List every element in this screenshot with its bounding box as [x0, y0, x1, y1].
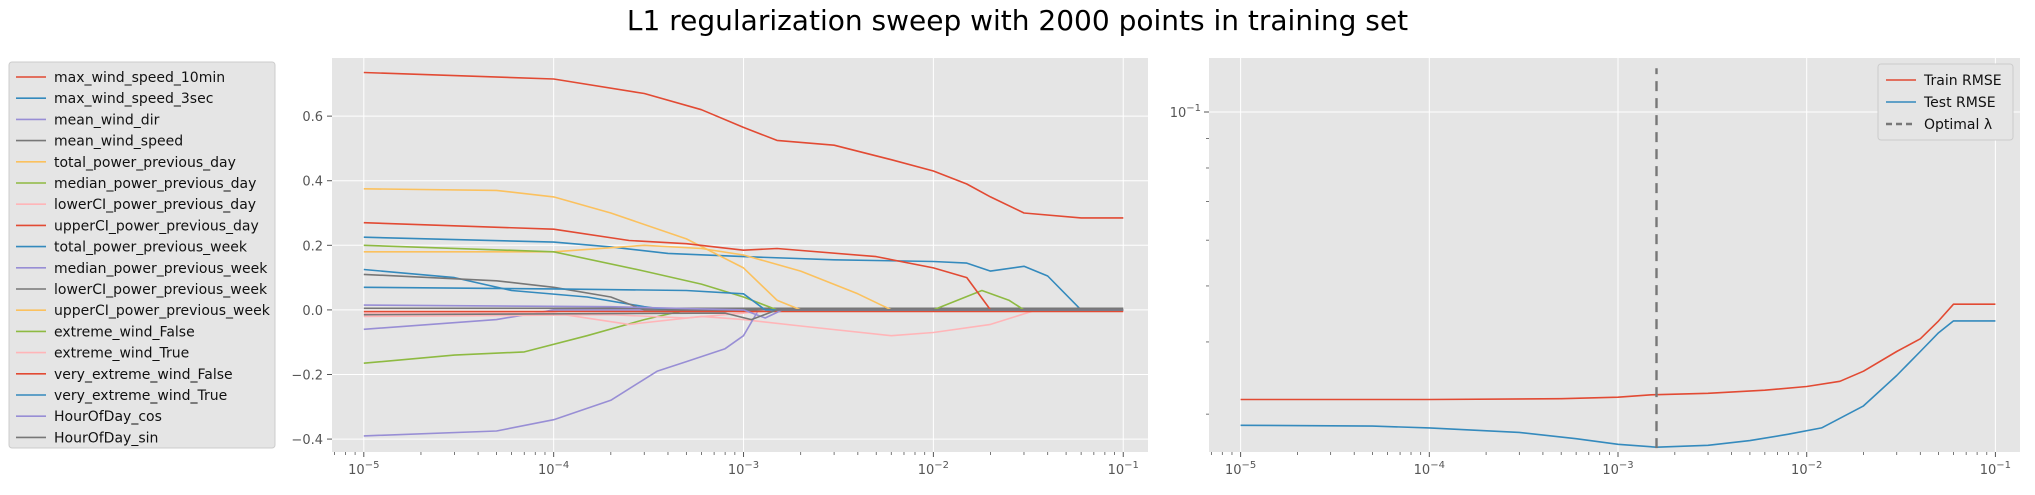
- chart-panel-2: 10−5 10−4 10−3 10−2 10−1 10−1 Train RMSE Test R…: [1170, 58, 2020, 478]
- x-tick-label: 10−1: [1980, 460, 2011, 478]
- series-line-upperci-power-previous-day: [363, 221, 1124, 311]
- legend-label: total_power_previous_week: [54, 240, 248, 256]
- x-tick-label: 10−4: [538, 460, 569, 478]
- series-line-upperci-power-previous-week: [363, 244, 1124, 311]
- legend: max_wind_speed_10min max_wind_speed_3secm…: [8, 61, 276, 449]
- series-group: [363, 71, 1124, 437]
- x-tick-label: 10−2: [918, 460, 949, 478]
- series-line-hourofday-sin: [363, 309, 1124, 321]
- legend-label: very_extreme_wind_False: [54, 367, 233, 383]
- legend-label: HourOfDay_sin: [54, 430, 158, 446]
- y-tick-label: −0.4: [291, 433, 323, 448]
- x-tick-label: 10−5: [1225, 460, 1256, 478]
- legend-label: mean_wind_speed: [54, 134, 183, 150]
- legend-label: Optimal λ: [1924, 117, 1992, 133]
- series-line-lowerci-power-previous-day: [363, 309, 1124, 337]
- y-tick-label: 0.0: [302, 304, 323, 319]
- series-line-test-rmse: [1240, 320, 1996, 449]
- legend-label: HourOfDay_cos: [54, 409, 162, 425]
- y-tick-label: 0.4: [302, 175, 323, 190]
- chart-panel-1: 10−5 10−4 10−3 10−2 10−1 −0.4 −0.2 0.0 0.2 0.4 0.6…: [8, 58, 1148, 478]
- series-line-max-wind-speed-3sec: [363, 236, 1124, 311]
- x-tick-label: 10−3: [728, 460, 759, 478]
- legend-label: extreme_wind_True: [54, 346, 189, 362]
- y-tick-label: 0.2: [302, 239, 323, 254]
- series-line-total-power-previous-day: [363, 188, 1124, 311]
- legend-box: [1877, 63, 2014, 141]
- figure-title: L1 regularization sweep with 2000 points…: [626, 4, 1409, 37]
- x-tick-label: 10−5: [348, 460, 379, 478]
- legend-label: upperCI_power_previous_week: [54, 303, 271, 319]
- legend-label: max_wind_speed_10min: [54, 70, 225, 86]
- legend-box: [8, 61, 276, 449]
- legend-label: lowerCI_power_previous_day: [54, 197, 256, 213]
- x-tick-label: 10−3: [1602, 460, 1633, 478]
- legend-label: total_power_previous_day: [54, 155, 236, 171]
- legend-label: max_wind_speed_3sec: [54, 91, 213, 107]
- y-tick-label: 0.6: [302, 110, 323, 125]
- x-tick-label: 10−1: [1108, 460, 1139, 478]
- y-tick-label: 10−1: [1170, 103, 1201, 121]
- legend-label: lowerCI_power_previous_week: [54, 282, 268, 298]
- series-line-max-wind-speed-10min: [363, 71, 1124, 219]
- legend-label: extreme_wind_False: [54, 324, 195, 340]
- legend-label: median_power_previous_day: [54, 176, 256, 192]
- legend: Train RMSE Test RMSE Optimal λ: [1877, 63, 2014, 141]
- y-tick-label: −0.2: [291, 368, 323, 383]
- series-line-train-rmse: [1240, 303, 1996, 401]
- legend-label: upperCI_power_previous_day: [54, 218, 259, 234]
- series-group: [1240, 68, 1996, 449]
- x-tick-label: 10−2: [1791, 460, 1822, 478]
- legend-label: mean_wind_dir: [54, 112, 160, 128]
- legend-label: very_extreme_wind_True: [54, 388, 227, 404]
- series-line-median-power-previous-week: [363, 309, 1124, 437]
- x-tick-label: 10−4: [1414, 460, 1445, 478]
- legend-label: Test RMSE: [1923, 95, 1996, 111]
- legend-label: median_power_previous_week: [54, 261, 268, 277]
- legend-label: Train RMSE: [1923, 73, 2002, 89]
